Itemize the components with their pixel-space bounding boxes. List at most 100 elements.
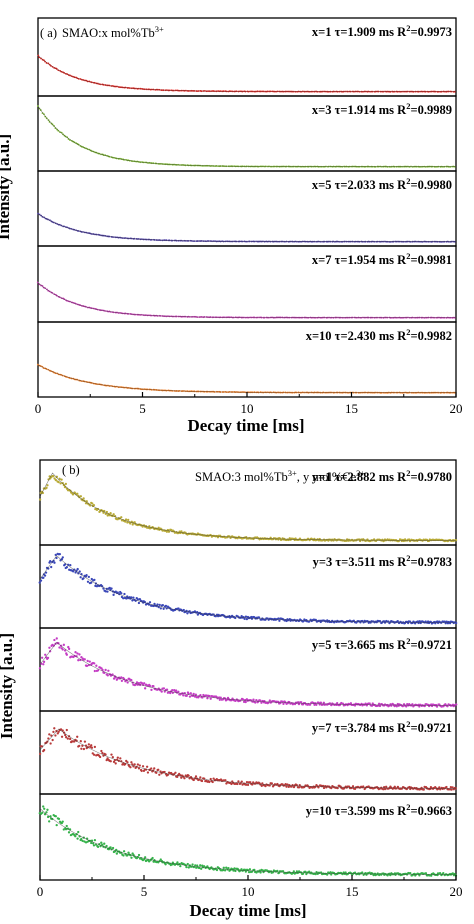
data-point <box>438 786 441 789</box>
data-point <box>164 863 167 866</box>
data-point <box>85 574 88 577</box>
data-point <box>202 865 206 868</box>
data-point <box>102 587 105 590</box>
data-point <box>87 743 90 746</box>
data-point <box>248 868 252 871</box>
data-point <box>90 841 93 845</box>
data-point <box>161 604 165 607</box>
data-point <box>77 830 80 834</box>
data-point <box>157 768 160 771</box>
data-point <box>79 576 82 579</box>
data-point <box>176 775 179 778</box>
data-point <box>193 695 197 698</box>
data-point <box>110 753 113 756</box>
data-point <box>135 681 139 684</box>
data-point <box>255 698 258 702</box>
data-point <box>45 486 48 489</box>
data-point <box>278 619 281 622</box>
data-point <box>67 831 71 834</box>
data-point <box>252 616 256 619</box>
data-point <box>409 872 412 875</box>
data-point <box>422 788 425 791</box>
data-point <box>55 637 58 640</box>
data-point <box>137 682 141 685</box>
data-point <box>192 692 195 696</box>
series-annotation-x=10: x=10 τ=2.430 ms R2=0.9982 <box>306 327 452 343</box>
data-point <box>90 581 93 584</box>
data-point <box>38 581 41 584</box>
data-point <box>103 842 106 845</box>
data-point <box>198 866 201 870</box>
data-point <box>60 735 64 738</box>
data-point <box>438 871 442 875</box>
data-point <box>67 647 71 651</box>
data-point <box>120 516 123 519</box>
x-tick-label: 0 <box>35 401 42 416</box>
data-point <box>90 746 94 749</box>
data-point <box>163 770 166 774</box>
data-point <box>227 866 230 870</box>
data-point <box>319 701 323 704</box>
data-point <box>165 688 169 691</box>
data-point <box>396 619 399 623</box>
data-point <box>81 839 84 843</box>
data-point <box>120 676 123 679</box>
fit-line-y=7 <box>39 728 456 789</box>
data-point <box>82 747 86 751</box>
data-point <box>194 693 198 696</box>
data-point <box>445 785 448 789</box>
data-point <box>322 701 325 704</box>
data-point <box>55 823 58 827</box>
data-point <box>138 597 142 601</box>
data-point <box>109 760 112 763</box>
series-annotation-x=3: x=3 τ=1.914 ms R2=0.9989 <box>312 101 452 117</box>
data-point <box>137 853 141 857</box>
data-point <box>41 811 44 814</box>
data-point <box>53 727 56 730</box>
data-point <box>42 660 46 663</box>
data-point <box>361 871 364 874</box>
data-point <box>88 660 91 663</box>
data-point <box>64 736 68 739</box>
data-point <box>112 513 115 516</box>
data-point <box>76 652 79 655</box>
data-point <box>42 805 45 808</box>
data-point <box>93 745 97 749</box>
data-point <box>122 854 125 857</box>
data-point <box>93 838 97 842</box>
data-point <box>83 658 86 661</box>
data-point <box>282 702 285 706</box>
x-tick-label: 10 <box>241 401 254 416</box>
x-tick-label: 20 <box>450 401 463 416</box>
data-point <box>39 579 43 582</box>
data-point <box>74 835 77 838</box>
data-point <box>101 843 104 846</box>
data-point <box>451 786 454 789</box>
data-point <box>185 865 188 869</box>
data-point <box>79 495 83 498</box>
data-point <box>180 776 183 779</box>
data-point <box>315 703 318 706</box>
data-point <box>246 783 250 787</box>
data-point <box>137 601 141 605</box>
series-x=1 <box>37 54 456 93</box>
data-point <box>162 607 165 610</box>
data-point <box>116 591 119 594</box>
data-point <box>330 787 333 790</box>
data-point <box>285 785 288 788</box>
data-point <box>153 602 156 606</box>
data-point <box>435 705 439 708</box>
data-point <box>237 780 240 783</box>
data-point <box>55 556 58 560</box>
data-point <box>455 703 458 706</box>
data-point <box>393 785 396 788</box>
data-point <box>130 761 133 764</box>
data-point <box>116 756 119 759</box>
series-y=1 <box>38 472 458 543</box>
data-point <box>185 694 188 697</box>
series-x=10 <box>37 363 456 394</box>
data-point <box>245 780 249 784</box>
series-annotation-y=7: y=7 τ=3.784 ms R2=0.9721 <box>312 719 452 735</box>
data-point <box>130 596 133 599</box>
data-point <box>126 761 129 764</box>
